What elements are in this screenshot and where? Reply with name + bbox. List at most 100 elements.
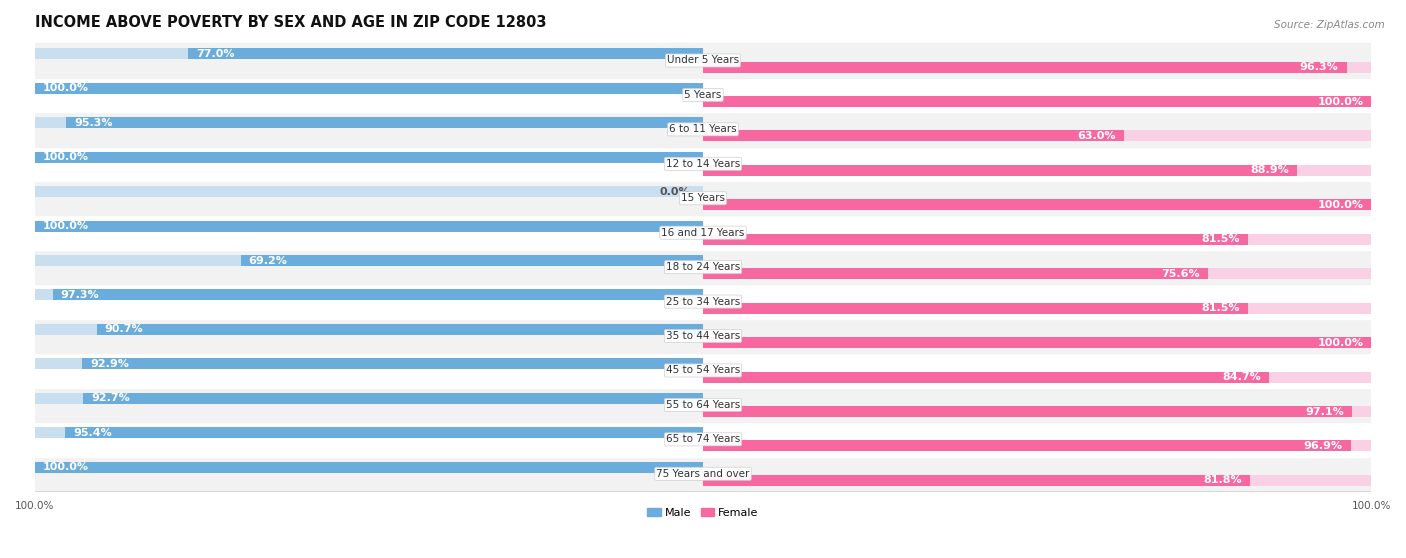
- Bar: [35, 215, 1371, 250]
- Bar: [35, 112, 1371, 147]
- Text: 75.6%: 75.6%: [1161, 269, 1201, 279]
- Bar: [53, 290, 703, 300]
- Bar: [35, 427, 703, 438]
- Text: 95.4%: 95.4%: [73, 428, 112, 437]
- Text: 100.0%: 100.0%: [42, 462, 89, 472]
- Bar: [703, 131, 1123, 142]
- Bar: [35, 83, 703, 94]
- Bar: [35, 324, 703, 335]
- Bar: [35, 44, 1371, 78]
- Bar: [703, 337, 1371, 348]
- Bar: [703, 440, 1371, 451]
- Text: 100.0%: 100.0%: [1317, 338, 1364, 348]
- Bar: [188, 49, 703, 59]
- Text: 88.9%: 88.9%: [1250, 165, 1289, 175]
- Text: INCOME ABOVE POVERTY BY SEX AND AGE IN ZIP CODE 12803: INCOME ABOVE POVERTY BY SEX AND AGE IN Z…: [35, 15, 546, 30]
- Bar: [703, 406, 1371, 417]
- Bar: [703, 268, 1371, 279]
- Text: 25 to 34 Years: 25 to 34 Years: [666, 296, 740, 306]
- Legend: Male, Female: Male, Female: [643, 504, 763, 523]
- Bar: [35, 285, 1371, 319]
- Text: Source: ZipAtlas.com: Source: ZipAtlas.com: [1274, 20, 1385, 30]
- Text: Under 5 Years: Under 5 Years: [666, 55, 740, 65]
- Bar: [35, 152, 703, 163]
- Text: 97.3%: 97.3%: [60, 290, 100, 300]
- Bar: [35, 181, 1371, 215]
- Bar: [35, 83, 703, 94]
- Text: 84.7%: 84.7%: [1222, 372, 1261, 382]
- Bar: [35, 152, 703, 163]
- Bar: [35, 388, 1371, 422]
- Text: 0.0%: 0.0%: [659, 186, 689, 196]
- Text: 75 Years and over: 75 Years and over: [657, 469, 749, 479]
- Bar: [703, 165, 1371, 176]
- Bar: [35, 358, 703, 369]
- Text: 81.5%: 81.5%: [1201, 234, 1240, 244]
- Text: 100.0%: 100.0%: [1317, 97, 1364, 107]
- Bar: [703, 406, 1353, 417]
- Text: 12 to 14 Years: 12 to 14 Years: [666, 159, 740, 169]
- Bar: [703, 234, 1247, 245]
- Bar: [703, 131, 1371, 142]
- Bar: [240, 255, 703, 266]
- Bar: [703, 302, 1371, 314]
- Text: 55 to 64 Years: 55 to 64 Years: [666, 400, 740, 410]
- Text: 100.0%: 100.0%: [1317, 200, 1364, 210]
- Bar: [703, 199, 1371, 210]
- Bar: [66, 427, 703, 438]
- Bar: [83, 393, 703, 404]
- Bar: [703, 372, 1270, 383]
- Text: 63.0%: 63.0%: [1077, 131, 1116, 141]
- Bar: [703, 61, 1371, 73]
- Text: 100.0%: 100.0%: [42, 221, 89, 231]
- Bar: [35, 461, 703, 473]
- Text: 15 Years: 15 Years: [681, 193, 725, 203]
- Text: 90.7%: 90.7%: [105, 324, 143, 334]
- Bar: [66, 117, 703, 128]
- Bar: [703, 199, 1371, 210]
- Bar: [35, 147, 1371, 181]
- Text: 100.0%: 100.0%: [42, 83, 89, 93]
- Bar: [35, 220, 703, 232]
- Text: 18 to 24 Years: 18 to 24 Years: [666, 262, 740, 272]
- Bar: [35, 117, 703, 128]
- Text: 81.8%: 81.8%: [1204, 475, 1241, 485]
- Text: 16 and 17 Years: 16 and 17 Years: [661, 228, 745, 238]
- Text: 65 to 74 Years: 65 to 74 Years: [666, 434, 740, 444]
- Bar: [35, 78, 1371, 112]
- Text: 69.2%: 69.2%: [249, 256, 287, 266]
- Bar: [35, 290, 703, 300]
- Text: 96.3%: 96.3%: [1299, 62, 1339, 72]
- Bar: [82, 358, 703, 369]
- Bar: [703, 96, 1371, 107]
- Bar: [35, 220, 703, 232]
- Text: 97.1%: 97.1%: [1305, 407, 1344, 416]
- Bar: [703, 337, 1371, 348]
- Text: 92.7%: 92.7%: [91, 393, 131, 403]
- Bar: [703, 61, 1347, 73]
- Bar: [703, 440, 1351, 451]
- Bar: [703, 475, 1250, 486]
- Bar: [703, 268, 1208, 279]
- Bar: [35, 186, 703, 197]
- Text: 92.9%: 92.9%: [90, 359, 129, 369]
- Bar: [35, 319, 1371, 353]
- Bar: [35, 250, 1371, 285]
- Bar: [97, 324, 703, 335]
- Bar: [703, 165, 1298, 176]
- Bar: [35, 255, 703, 266]
- Bar: [35, 353, 1371, 388]
- Bar: [703, 96, 1371, 107]
- Bar: [703, 372, 1371, 383]
- Bar: [35, 461, 703, 473]
- Bar: [703, 475, 1371, 486]
- Text: 5 Years: 5 Years: [685, 90, 721, 100]
- Bar: [703, 302, 1247, 314]
- Text: 81.5%: 81.5%: [1201, 303, 1240, 313]
- Bar: [703, 234, 1371, 245]
- Bar: [35, 49, 703, 59]
- Text: 45 to 54 Years: 45 to 54 Years: [666, 365, 740, 376]
- Bar: [35, 456, 1371, 491]
- Text: 6 to 11 Years: 6 to 11 Years: [669, 124, 737, 134]
- Bar: [35, 393, 703, 404]
